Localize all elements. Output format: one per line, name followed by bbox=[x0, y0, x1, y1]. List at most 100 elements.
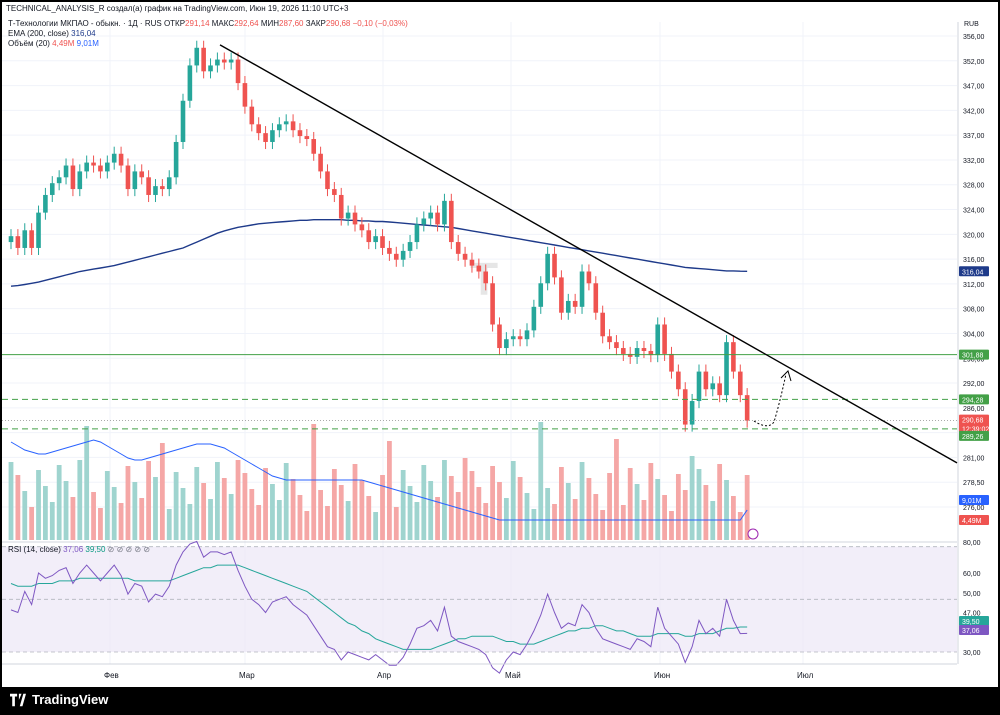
candle-body bbox=[627, 353, 633, 357]
candle-body bbox=[277, 124, 282, 131]
price-tick-label: 316,00 bbox=[963, 257, 985, 264]
ema-tag[interactable]: 316,04 bbox=[959, 266, 989, 277]
rsi-line bbox=[10, 540, 748, 674]
rsi-ma-tag[interactable]: 39,50 bbox=[959, 616, 989, 626]
candle-body bbox=[524, 330, 530, 340]
candle-body bbox=[345, 212, 351, 219]
candle-body bbox=[607, 336, 612, 343]
candle-body bbox=[249, 106, 255, 125]
tradingview-logo[interactable]: TradingView bbox=[10, 692, 108, 707]
candle-body bbox=[111, 153, 117, 163]
candle-body bbox=[380, 236, 385, 248]
level-upper-tag[interactable]: 294,28 bbox=[959, 394, 989, 405]
volume-bar bbox=[318, 490, 323, 540]
level-lower-tag[interactable]: 289,26 bbox=[959, 430, 989, 441]
volume-bar bbox=[497, 482, 502, 540]
volume-bar bbox=[345, 501, 351, 540]
volume-bar bbox=[359, 480, 365, 540]
candle-body bbox=[717, 383, 722, 396]
volume-bar bbox=[634, 484, 640, 540]
ema-row[interactable]: EMA (200, close) 316,04 bbox=[8, 29, 408, 39]
candle-body bbox=[373, 236, 378, 243]
volume-bar bbox=[428, 481, 434, 540]
price-tick-label: 308,00 bbox=[963, 307, 985, 314]
trendline[interactable] bbox=[219, 44, 958, 464]
volume-bar bbox=[283, 463, 289, 540]
rsi-tick-label: 30,00 bbox=[963, 650, 981, 657]
volume-bar bbox=[56, 465, 62, 540]
candle-body bbox=[15, 236, 21, 248]
vol-tag[interactable]: 4,49M bbox=[959, 515, 989, 525]
projection-path[interactable] bbox=[753, 373, 787, 427]
volume-bar bbox=[414, 502, 420, 540]
chart-canvas[interactable]: TRUB356,00352,00347,00342,00337,00332,00… bbox=[2, 2, 998, 687]
candle-body bbox=[387, 247, 392, 254]
candle-body bbox=[242, 83, 248, 107]
volume-bar bbox=[400, 470, 406, 540]
candle-body bbox=[744, 395, 750, 421]
candle-body bbox=[256, 124, 261, 134]
volume-bar bbox=[173, 472, 179, 540]
volume-value: 4,49M bbox=[52, 39, 75, 48]
candle-body bbox=[297, 130, 303, 137]
rsi-visibility-icons[interactable]: ⊘ ⊘ ⊘ ⊘ ⊘ bbox=[107, 545, 151, 554]
candle-body bbox=[552, 253, 557, 278]
symbol-row[interactable]: Т-Технологии МКПАО - обыкн. · 1Д · RUS О… bbox=[8, 19, 408, 29]
volume-bar bbox=[435, 497, 440, 540]
volume-bar bbox=[531, 509, 537, 540]
candle-body bbox=[504, 339, 509, 349]
high-label: МАКС bbox=[211, 19, 235, 28]
vol-tag-bg bbox=[959, 515, 989, 525]
price-tick-label: 278,50 bbox=[963, 480, 985, 487]
candle-body bbox=[579, 271, 585, 307]
candle-body bbox=[77, 171, 83, 190]
publisher-line: TECHNICAL_ANALYSIS_R создал(а) график на… bbox=[6, 4, 349, 13]
rsi-ma-line bbox=[10, 564, 748, 650]
volume-bar bbox=[387, 441, 392, 540]
candle-body bbox=[682, 389, 688, 425]
candle-body bbox=[669, 353, 674, 372]
candle-body bbox=[407, 242, 413, 251]
rsi-ma-tag-text: 39,50 bbox=[962, 619, 980, 626]
rsi-tick-label: 60,00 bbox=[963, 571, 981, 578]
volume-bar bbox=[29, 507, 35, 540]
price-tick-label: 286,00 bbox=[963, 406, 985, 413]
candle-body bbox=[160, 186, 165, 190]
price-tick-label: 337,00 bbox=[963, 133, 985, 140]
candle-body bbox=[311, 139, 317, 154]
low-value: 287,60 bbox=[279, 19, 304, 28]
volume-bar bbox=[84, 426, 90, 540]
volume-bar bbox=[648, 463, 654, 540]
vol-ma-tag[interactable]: 9,01M bbox=[959, 495, 989, 505]
close-tag[interactable]: 290,68 bbox=[959, 414, 989, 425]
candle-body bbox=[710, 383, 716, 390]
volume-bar bbox=[201, 483, 207, 540]
resistance-tag-bg bbox=[959, 349, 989, 360]
candle-body bbox=[332, 189, 337, 195]
rsi-label: RSI (14, close) bbox=[8, 545, 61, 554]
lightning-icon[interactable] bbox=[747, 528, 759, 540]
resistance-tag[interactable]: 301,88 bbox=[959, 349, 989, 360]
currency-label: RUB bbox=[964, 21, 979, 28]
rsi-legend[interactable]: RSI (14, close) 37,06 39,50 ⊘ ⊘ ⊘ ⊘ ⊘ bbox=[8, 545, 150, 554]
candle-body bbox=[338, 194, 344, 219]
volume-bar bbox=[600, 510, 606, 540]
ema-tag-text: 316,04 bbox=[962, 269, 984, 276]
candle-body bbox=[517, 336, 523, 340]
volume-row[interactable]: Объём (20) 4,49M 9,01M bbox=[8, 39, 408, 49]
price-tick-label: 342,00 bbox=[963, 108, 985, 115]
volume-bar bbox=[586, 478, 592, 540]
volume-bar bbox=[737, 512, 743, 540]
volume-bars bbox=[8, 422, 750, 540]
rsi-tag[interactable]: 37,06 bbox=[959, 625, 989, 635]
volume-bar bbox=[118, 503, 124, 540]
volume-bar bbox=[249, 489, 255, 540]
volume-bar bbox=[614, 439, 619, 540]
candles bbox=[8, 40, 750, 432]
volume-bar bbox=[689, 456, 695, 540]
volume-bar bbox=[297, 495, 303, 540]
price-tick-label: 281,00 bbox=[963, 455, 985, 462]
volume-bar bbox=[49, 502, 55, 540]
candle-body bbox=[483, 271, 489, 284]
candle-body bbox=[676, 371, 681, 390]
